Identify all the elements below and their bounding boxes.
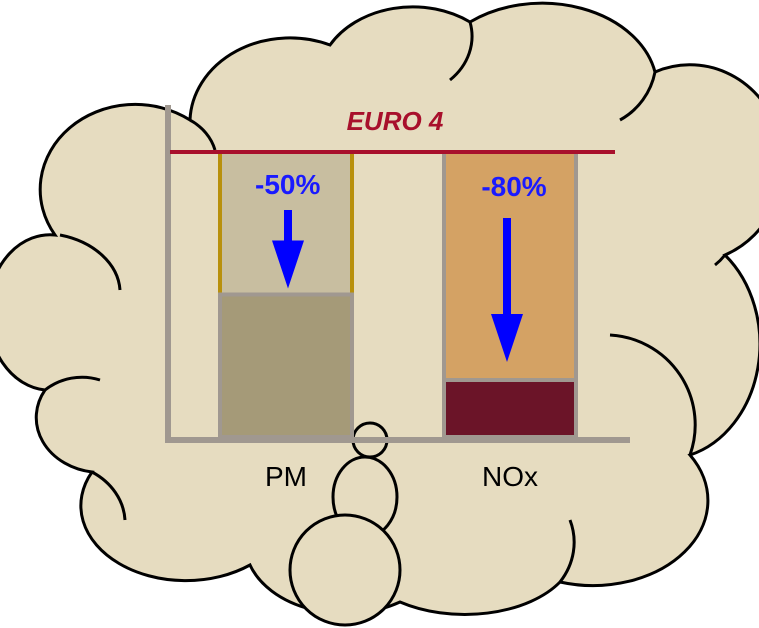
arrow-head <box>272 240 304 289</box>
value-label: -50% <box>255 169 321 200</box>
bar <box>218 292 354 439</box>
plot <box>165 105 630 443</box>
reference-label: EURO 4 <box>346 106 444 136</box>
bar <box>442 378 578 439</box>
arrow-head <box>491 314 523 362</box>
bubble <box>288 513 402 627</box>
x-tick-label: NOx <box>482 461 538 492</box>
value-label: -80% <box>481 171 547 202</box>
cloud-fold <box>44 21 727 583</box>
x-tick-label: PM <box>265 461 307 492</box>
